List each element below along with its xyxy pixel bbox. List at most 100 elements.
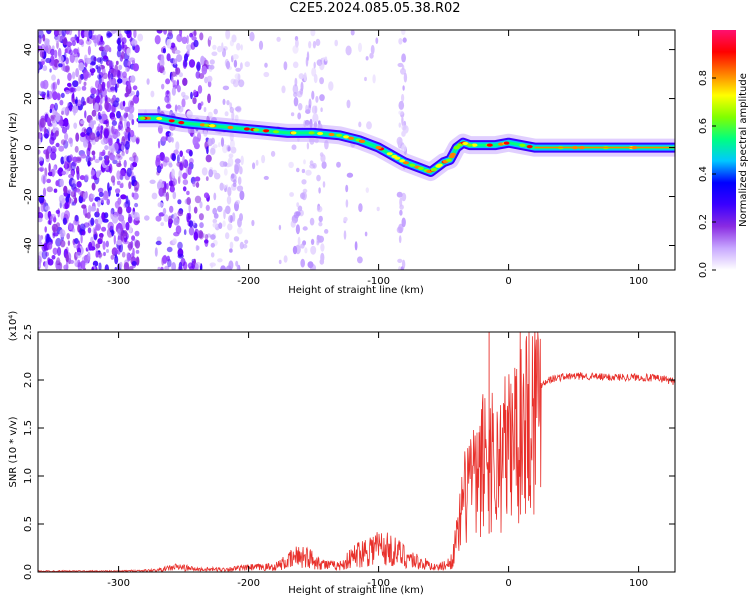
heatmap-noise-cell (401, 30, 406, 35)
heatmap-noise-cell (222, 144, 228, 154)
heatmap-noise-cell (120, 51, 125, 60)
heatmap-noise-cell (181, 36, 188, 44)
heatmap-noise-cell (289, 192, 294, 197)
heatmap-noise-cell (158, 179, 163, 184)
heatmap-noise-cell (199, 201, 203, 209)
heatmap-noise-cell (100, 197, 104, 204)
heatmap-noise-cell (401, 144, 407, 153)
heatmap-noise-cell (84, 174, 89, 181)
heatmap-noise-cell (235, 67, 242, 72)
heatmap-noise-cell (197, 85, 203, 94)
heatmap-noise-cell (238, 79, 245, 88)
signal-hotspot (471, 143, 478, 147)
heatmap-noise-cell (297, 103, 303, 111)
heatmap-noise-cell (135, 138, 140, 145)
heatmap-noise-cell (42, 65, 48, 72)
colorbar-tick-label: 0.2 (698, 214, 709, 230)
heatmap-noise-cell (198, 73, 205, 79)
heatmap-noise-cell (48, 162, 51, 173)
heatmap-noise-cell (120, 140, 127, 145)
heatmap-noise-cell (68, 137, 73, 144)
heatmap-noise-cell (162, 70, 166, 75)
heatmap-noise-cell (87, 161, 92, 167)
signal-hotspot (417, 166, 424, 170)
heatmap-noise-cell (232, 79, 239, 88)
heatmap-noise-cell (290, 112, 295, 117)
y-tick-label: 1.5 (23, 420, 34, 436)
heatmap-noise-cell (217, 205, 223, 213)
heatmap-noise-cell (207, 93, 211, 104)
heatmap-noise-cell (121, 144, 125, 152)
heatmap-noise-cell (106, 198, 110, 206)
heatmap-noise-cell (310, 245, 317, 255)
heatmap-noise-cell (110, 209, 114, 220)
heatmap-noise-cell (72, 156, 78, 163)
colorbar-tick-label: 0.0 (698, 262, 709, 278)
heatmap-noise-cell (38, 259, 41, 268)
heatmap-noise-cell (172, 191, 177, 200)
heatmap-noise-cell (106, 249, 109, 253)
figure-title: C2E5.2024.085.05.38.R02 (289, 1, 461, 16)
heatmap-noise-cell (120, 232, 125, 242)
heatmap-noise-cell (107, 221, 114, 231)
heatmap-noise-cell (195, 181, 200, 188)
heatmap-noise-cell (55, 142, 60, 148)
signal-hotspot (445, 158, 452, 162)
heatmap-noise-cell (236, 265, 240, 270)
heatmap-noise-cell (64, 48, 68, 54)
heatmap-noise-cell (166, 53, 171, 62)
heatmap-noise-cell (239, 241, 244, 250)
heatmap-noise-cell (38, 194, 45, 204)
heatmap-noise-cell (233, 236, 240, 242)
heatmap-noise-cell (96, 66, 101, 74)
heatmap-noise-cell (52, 247, 58, 255)
heatmap-noise-cell (197, 102, 202, 111)
heatmap-noise-cell (130, 75, 136, 83)
signal-hotspot (498, 142, 504, 146)
heatmap-noise-cell (224, 111, 229, 117)
heatmap-noise-cell (169, 205, 174, 213)
heatmap-noise-cell (206, 146, 209, 155)
x-tick-label: -200 (237, 276, 260, 287)
heatmap-noise-cell (281, 85, 286, 94)
y-tick-label: 2.0 (23, 372, 34, 388)
heatmap-noise-cell (234, 158, 241, 164)
signal-hotspot (317, 131, 324, 136)
heatmap-noise-cell (117, 40, 121, 45)
heatmap-noise-cell (212, 222, 218, 228)
heatmap-noise-cell (183, 60, 188, 68)
heatmap-noise-cell (70, 87, 77, 93)
heatmap-noise-cell (71, 71, 76, 80)
heatmap-noise-cell (398, 235, 402, 244)
heatmap-noise-cell (166, 246, 173, 253)
heatmap-noise-cell (312, 113, 319, 123)
heatmap-noise-cell (61, 170, 66, 176)
heatmap-noise-cell (235, 200, 241, 205)
signal-hotspot (403, 161, 409, 165)
heatmap-noise-cell (110, 73, 114, 80)
heatmap-noise-cell (123, 159, 127, 168)
heatmap-noise-cell (358, 203, 363, 213)
heatmap-noise-cell (225, 205, 231, 215)
heatmap-noise-cell (207, 111, 213, 118)
y-tick-label: 1.0 (23, 468, 34, 484)
heatmap-noise-cell (133, 181, 140, 191)
heatmap-noise-cell (96, 57, 102, 63)
heatmap-noise-cell (358, 42, 362, 53)
heatmap-noise-cell (58, 55, 64, 63)
heatmap-noise-cell (244, 61, 250, 68)
heatmap-noise-cell (52, 169, 55, 178)
heatmap-noise-cell (182, 186, 187, 192)
heatmap-noise-cell (300, 192, 306, 200)
heatmap-noise-cell (172, 63, 178, 68)
heatmap-noise-cell (255, 159, 259, 166)
heatmap-noise-cell (115, 131, 121, 137)
heatmap-noise-cell (126, 167, 132, 177)
heatmap-noise-cell (107, 182, 110, 192)
heatmap-noise-cell (168, 215, 173, 224)
heatmap-noise-cell (217, 45, 223, 53)
heatmap-noise-cell (88, 204, 92, 214)
heatmap-noise-cell (157, 62, 161, 73)
heatmap-noise-cell (177, 266, 183, 270)
